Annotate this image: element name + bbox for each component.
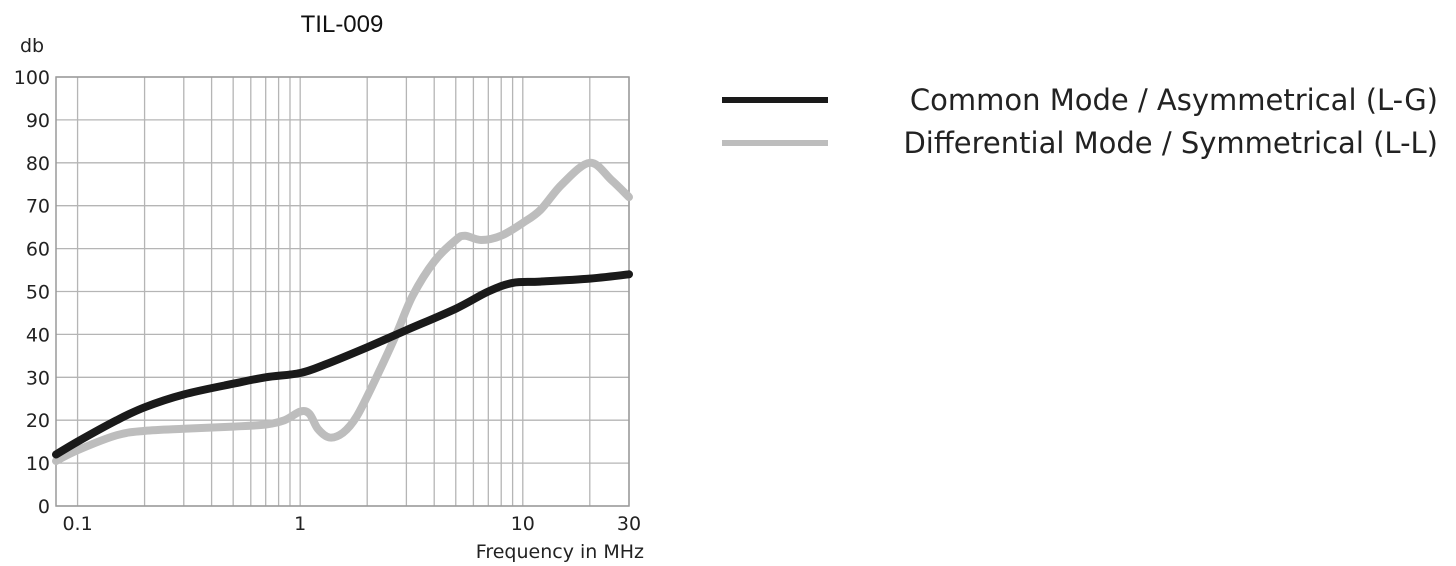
tick-labels: 0 10 20 30 40 50 60 70 80 90 100 0.1 1 10 30 <box>14 67 641 535</box>
plot-frame <box>55 76 630 507</box>
y-tick-label: 100 <box>14 67 50 89</box>
legend-label: Differential Mode / Symmetrical (L-L) <box>903 126 1438 160</box>
grid-lines <box>55 76 630 507</box>
y-tick-label: 0 <box>38 496 50 518</box>
y-tick-label: 70 <box>26 196 50 218</box>
y-tick-label: 20 <box>26 410 50 432</box>
y-tick-label: 30 <box>26 367 50 389</box>
y-tick-label: 40 <box>26 324 50 346</box>
x-tick-label: 1 <box>294 513 306 535</box>
chart-title: TIL-009 <box>301 11 384 38</box>
legend-item-differential-mode: Differential Mode / Symmetrical (L-L) <box>722 126 1438 160</box>
y-tick-label: 10 <box>26 453 50 475</box>
legend: Common Mode / Asymmetrical (L-G) Differen… <box>722 83 1438 160</box>
y-tick-label: 50 <box>26 282 50 304</box>
y-tick-label: 60 <box>26 239 50 261</box>
series-lines <box>52 158 633 465</box>
x-tick-label: 10 <box>511 513 535 535</box>
x-tick-label: 30 <box>617 513 641 535</box>
y-tick-label: 80 <box>26 153 50 175</box>
y-axis-label: db <box>20 35 44 57</box>
x-tick-label: 0.1 <box>62 513 92 535</box>
series-line-differential-mode <box>52 158 633 465</box>
y-tick-label: 90 <box>26 110 50 132</box>
x-axis-label: Frequency in MHz <box>476 541 644 563</box>
legend-label: Common Mode / Asymmetrical (L-G) <box>910 83 1438 117</box>
legend-item-common-mode: Common Mode / Asymmetrical (L-G) <box>722 83 1438 117</box>
series-line-common-mode <box>52 270 633 459</box>
